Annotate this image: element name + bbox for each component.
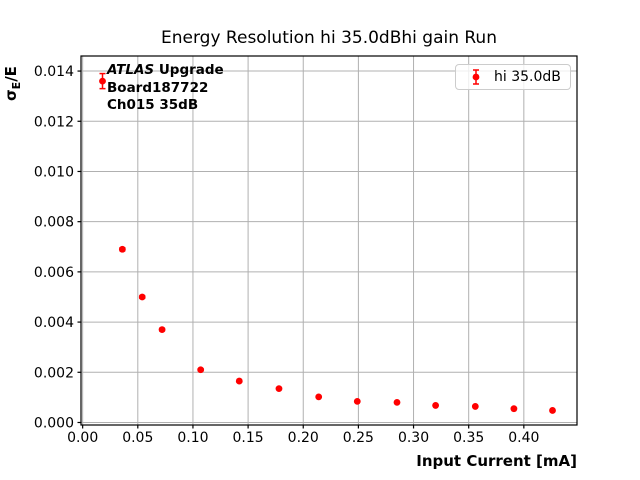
y-tick-label: 0.012 <box>34 114 74 130</box>
legend-errorbar-marker-icon <box>472 69 480 85</box>
data-point <box>235 377 243 385</box>
x-tick-label: 0.40 <box>508 430 539 446</box>
annotation-line-2: Board187722 <box>107 79 209 96</box>
y-tick-label: 0.000 <box>34 415 74 431</box>
legend-box: hi 35.0dB <box>455 64 571 90</box>
annotation-line-3: Ch015 35dB <box>107 97 199 113</box>
x-tick-label: 0.15 <box>233 430 264 446</box>
x-tick-label: 0.35 <box>453 430 484 446</box>
y-tick-label: 0.006 <box>34 265 74 281</box>
x-tick-label: 0.00 <box>67 430 98 446</box>
data-point <box>549 407 556 414</box>
data-point <box>158 326 166 334</box>
data-point <box>99 77 106 85</box>
data-point <box>393 399 401 406</box>
data-point <box>471 403 479 410</box>
chart-title: Energy Resolution hi 35.0dBhi gain Run <box>161 28 497 48</box>
data-point <box>432 402 440 409</box>
x-tick-label: 0.10 <box>177 430 208 446</box>
data-point <box>138 293 146 301</box>
x-tick-label: 0.30 <box>398 430 429 446</box>
data-point <box>353 398 361 405</box>
data-point <box>197 366 205 374</box>
data-point <box>118 245 126 253</box>
legend-label: hi 35.0dB <box>494 69 561 85</box>
x-tick-label: 0.05 <box>122 430 153 446</box>
data-point <box>275 385 283 393</box>
data-point <box>510 405 518 413</box>
y-tick-label: 0.014 <box>34 64 74 80</box>
y-tick-label: 0.002 <box>34 365 74 381</box>
y-tick-label: 0.010 <box>34 164 74 180</box>
axes-spines <box>80 55 578 426</box>
x-tick-label: 0.20 <box>288 430 319 446</box>
data-point <box>315 393 323 401</box>
y-tick-label: 0.008 <box>34 215 74 231</box>
atlas-annotation: ATLAS Upgrade Board187722 Ch015 35dB <box>107 62 224 115</box>
y-tick-label: 0.004 <box>34 315 74 331</box>
y-axis-label: σE/E <box>2 66 23 101</box>
annotation-line-1: ATLAS Upgrade <box>107 62 224 78</box>
x-axis-label: Input Current [mA] <box>416 452 577 470</box>
x-tick-label: 0.25 <box>343 430 374 446</box>
